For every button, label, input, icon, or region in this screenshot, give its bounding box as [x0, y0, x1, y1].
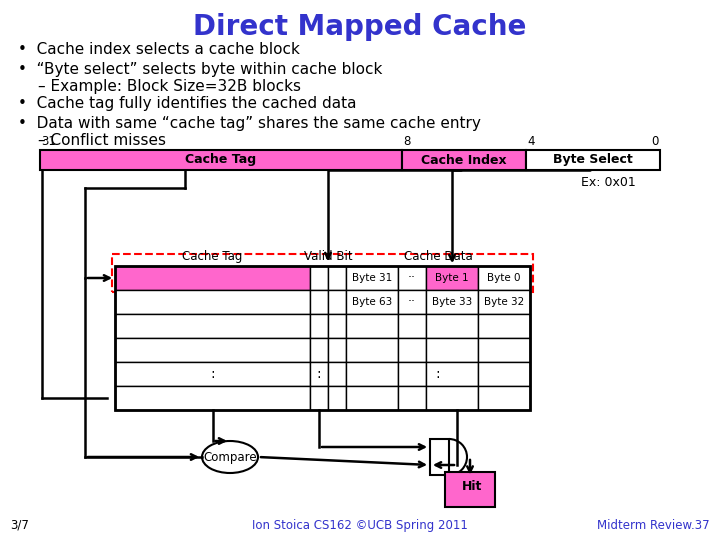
Bar [346, 314, 398, 338]
Text: :: : [210, 367, 215, 381]
Bar [478, 338, 530, 362]
Bar [402, 150, 526, 170]
Text: •  Cache index selects a cache block: • Cache index selects a cache block [18, 42, 300, 57]
Bar [328, 290, 346, 314]
Bar [328, 362, 346, 386]
Text: Midterm Review.37: Midterm Review.37 [598, 519, 710, 532]
Bar [310, 266, 328, 290]
Bar [346, 386, 398, 410]
Bar [115, 338, 310, 362]
Bar [328, 266, 346, 290]
Bar [426, 266, 478, 290]
Bar [310, 290, 328, 314]
Bar [526, 150, 660, 170]
Bar [478, 386, 530, 410]
Bar [398, 314, 426, 338]
Text: Byte Select: Byte Select [553, 153, 633, 166]
Text: :: : [317, 367, 321, 381]
Text: Direct Mapped Cache: Direct Mapped Cache [193, 13, 527, 41]
Ellipse shape [202, 441, 258, 473]
Text: – Conflict misses: – Conflict misses [38, 133, 166, 148]
Text: Cache Index: Cache Index [421, 153, 507, 166]
Text: Ion Stoica CS162 ©UCB Spring 2011: Ion Stoica CS162 ©UCB Spring 2011 [252, 519, 468, 532]
Bar [115, 314, 310, 338]
Text: Byte 0: Byte 0 [487, 273, 521, 283]
Text: Hit: Hit [462, 480, 482, 492]
Bar [40, 150, 402, 170]
Text: Byte 33: Byte 33 [432, 297, 472, 307]
Bar [310, 314, 328, 338]
Bar [310, 338, 328, 362]
Text: 8: 8 [403, 135, 410, 148]
Bar [426, 362, 478, 386]
Bar [426, 290, 478, 314]
Text: – Example: Block Size=32B blocks: – Example: Block Size=32B blocks [38, 79, 301, 94]
Text: •  Cache tag fully identifies the cached data: • Cache tag fully identifies the cached … [18, 96, 356, 111]
Bar [426, 386, 478, 410]
Bar [346, 266, 398, 290]
Bar [478, 266, 530, 290]
Bar [346, 338, 398, 362]
Text: Byte 63: Byte 63 [352, 297, 392, 307]
Bar [115, 266, 310, 290]
Bar [426, 338, 478, 362]
Text: Valid Bit: Valid Bit [304, 250, 352, 263]
Bar [478, 314, 530, 338]
Text: Ex: 0x01: Ex: 0x01 [580, 176, 635, 189]
Bar [398, 386, 426, 410]
Bar [478, 362, 530, 386]
Bar [398, 362, 426, 386]
Text: Compare: Compare [203, 450, 257, 463]
Text: Cache Tag: Cache Tag [182, 250, 243, 263]
Bar [328, 386, 346, 410]
Bar [398, 338, 426, 362]
Bar [115, 266, 530, 410]
Bar [115, 362, 310, 386]
Text: 31: 31 [41, 135, 56, 148]
Bar [115, 290, 310, 314]
Bar [310, 362, 328, 386]
Text: :: : [436, 367, 441, 381]
Text: Cache Tag: Cache Tag [186, 153, 256, 166]
Text: Byte 32: Byte 32 [484, 297, 524, 307]
Text: 0: 0 [652, 135, 659, 148]
Bar [346, 362, 398, 386]
Text: Byte 1: Byte 1 [435, 273, 469, 283]
Text: 3/7: 3/7 [10, 519, 29, 532]
Text: •  Data with same “cache tag” shares the same cache entry: • Data with same “cache tag” shares the … [18, 116, 481, 131]
Bar [310, 386, 328, 410]
Bar [426, 314, 478, 338]
Bar [346, 290, 398, 314]
Bar [328, 314, 346, 338]
Text: ··: ·· [408, 272, 416, 285]
Text: Byte 31: Byte 31 [352, 273, 392, 283]
Text: 4: 4 [527, 135, 534, 148]
Bar [115, 386, 310, 410]
Text: •  “Byte select” selects byte within cache block: • “Byte select” selects byte within cach… [18, 62, 382, 77]
Text: Cache Data: Cache Data [404, 250, 472, 263]
Text: ··: ·· [408, 295, 416, 308]
PathPatch shape [430, 439, 449, 475]
Bar [398, 290, 426, 314]
Bar [445, 472, 495, 507]
Bar [328, 338, 346, 362]
Bar [398, 266, 426, 290]
Bar [478, 290, 530, 314]
